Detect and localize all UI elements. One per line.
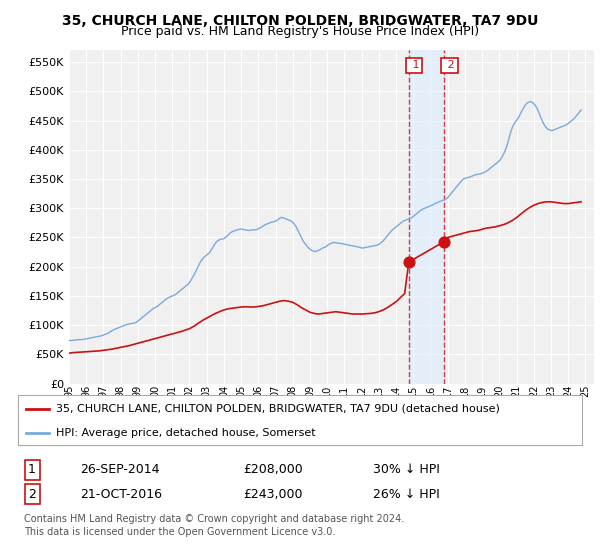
Text: 1: 1 <box>409 60 419 71</box>
Point <box>439 237 449 246</box>
Point <box>404 258 413 267</box>
Text: 2: 2 <box>444 60 455 71</box>
Text: £243,000: £243,000 <box>244 488 303 501</box>
Text: £208,000: £208,000 <box>244 463 304 477</box>
Text: 30% ↓ HPI: 30% ↓ HPI <box>373 463 440 477</box>
Text: HPI: Average price, detached house, Somerset: HPI: Average price, detached house, Some… <box>56 428 316 437</box>
Text: 21-OCT-2016: 21-OCT-2016 <box>80 488 162 501</box>
Text: 35, CHURCH LANE, CHILTON POLDEN, BRIDGWATER, TA7 9DU (detached house): 35, CHURCH LANE, CHILTON POLDEN, BRIDGWA… <box>56 404 500 414</box>
Text: This data is licensed under the Open Government Licence v3.0.: This data is licensed under the Open Gov… <box>23 528 335 538</box>
Bar <box>409 50 444 384</box>
Text: 26% ↓ HPI: 26% ↓ HPI <box>373 488 440 501</box>
Text: Price paid vs. HM Land Registry's House Price Index (HPI): Price paid vs. HM Land Registry's House … <box>121 25 479 38</box>
Text: 1: 1 <box>28 463 36 477</box>
Text: Contains HM Land Registry data © Crown copyright and database right 2024.: Contains HM Land Registry data © Crown c… <box>23 514 404 524</box>
Text: 35, CHURCH LANE, CHILTON POLDEN, BRIDGWATER, TA7 9DU: 35, CHURCH LANE, CHILTON POLDEN, BRIDGWA… <box>62 14 538 28</box>
Text: 26-SEP-2014: 26-SEP-2014 <box>80 463 160 477</box>
Text: 2: 2 <box>28 488 36 501</box>
